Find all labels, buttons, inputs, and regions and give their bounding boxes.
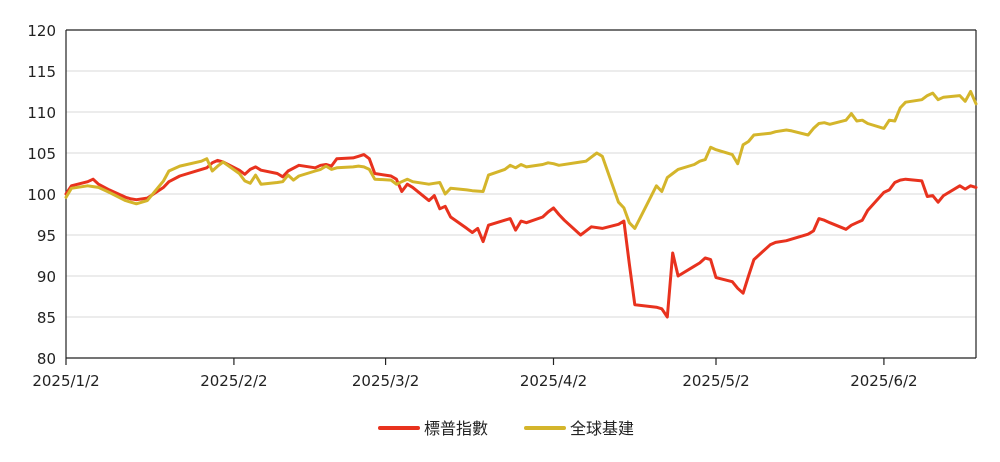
y-tick-label: 120	[27, 22, 56, 40]
x-tick-label: 2025/1/2	[32, 372, 99, 390]
y-tick-label: 110	[27, 104, 56, 122]
legend: 標普指數 全球基建	[378, 419, 634, 438]
y-tick-label: 100	[27, 186, 56, 204]
y-tick-label: 90	[37, 268, 56, 286]
axes	[65, 29, 977, 365]
y-tick-label: 115	[27, 63, 56, 81]
x-tick-label: 2025/5/2	[682, 372, 749, 390]
x-tick-label: 2025/4/2	[520, 372, 587, 390]
y-tick-label: 80	[37, 350, 56, 368]
y-tick-label: 95	[37, 227, 56, 245]
y-tick-label: 105	[27, 145, 56, 163]
legend-label-2: 全球基建	[570, 419, 634, 438]
gridlines	[66, 29, 976, 318]
x-tick-label: 2025/3/2	[352, 372, 419, 390]
y-tick-label: 85	[37, 309, 56, 327]
x-tick-label: 2025/6/2	[850, 372, 917, 390]
series-lines	[64, 90, 978, 319]
x-tick-label: 2025/2/2	[200, 372, 267, 390]
legend-label-1: 標普指數	[424, 419, 488, 438]
tick-labels: 80 85 90 95 100 105 110 115 120 2025/1/2 2025/2/2 2…	[27, 22, 917, 390]
series-line-1	[64, 153, 978, 319]
series-line-2	[64, 90, 978, 230]
